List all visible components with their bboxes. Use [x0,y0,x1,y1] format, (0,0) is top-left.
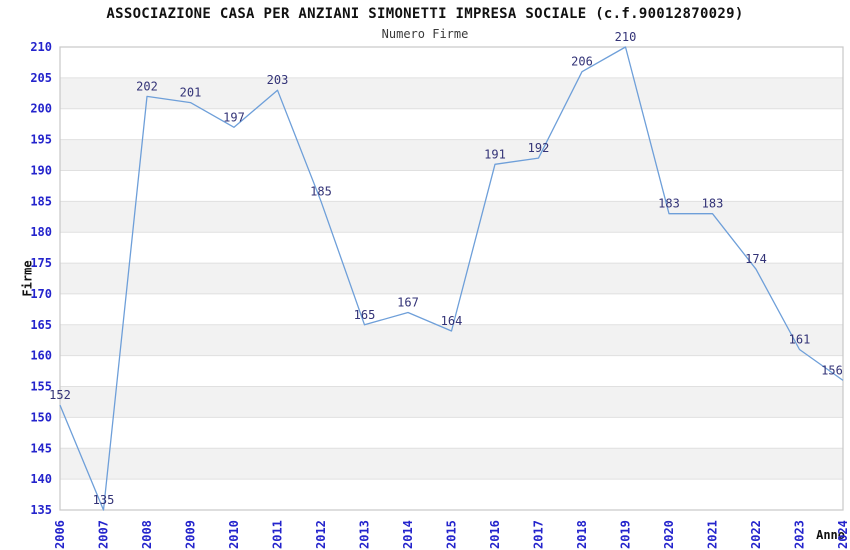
x-tick-label: 2021 [706,520,720,549]
point-label: 201 [180,86,202,100]
y-tick-label: 175 [30,256,52,270]
plot-band [60,232,843,264]
x-tick-label: 2008 [140,520,154,549]
plot-band [60,77,843,109]
y-tick-label: 190 [30,163,52,177]
point-label: 183 [658,197,680,211]
point-label: 161 [789,332,811,346]
x-tick-label: 2019 [619,520,633,549]
point-label: 202 [136,79,158,93]
x-tick-label: 2016 [488,520,502,549]
x-tick-label: 2023 [793,520,807,549]
plot-band [60,386,843,418]
point-label: 192 [528,141,550,155]
chart-subtitle: Numero Firme [381,27,469,41]
point-label: 174 [745,252,767,266]
plot-band [60,139,843,171]
point-label: 183 [702,197,724,211]
x-tick-label: 2006 [53,520,67,549]
y-tick-label: 180 [30,225,52,239]
point-label: 210 [615,30,637,44]
point-label: 156 [821,363,843,377]
point-label: 167 [397,295,419,309]
x-tick-label: 2017 [532,520,546,549]
chart-title: ASSOCIAZIONE CASA PER ANZIANI SIMONETTI … [106,6,744,22]
plot-band [60,170,843,202]
y-tick-label: 185 [30,194,52,208]
x-tick-label: 2015 [445,520,459,549]
point-label: 135 [93,493,115,507]
series-line [59,46,844,511]
plot-band [60,293,843,325]
x-tick-label: 2007 [97,520,111,549]
y-tick-label: 155 [30,380,52,394]
plot-band [60,263,843,294]
y-tick-label: 205 [30,71,52,85]
y-tick-label: 160 [30,349,52,363]
x-tick-label: 2024 [836,520,850,549]
x-tick-label: 2020 [662,520,676,549]
plot-band [60,201,843,233]
x-tick-label: 2009 [184,520,198,549]
y-tick-label: 140 [30,472,52,486]
plot-band [60,448,843,480]
y-tick-label: 135 [30,503,52,517]
point-label: 197 [223,110,245,124]
point-label: 191 [484,147,506,161]
y-tick-label: 165 [30,318,52,332]
x-tick-label: 2012 [314,520,328,549]
plot-band [60,355,843,387]
y-tick-label: 210 [30,40,52,54]
x-tick-label: 2018 [575,520,589,549]
plot-band [60,47,843,78]
plot-band [60,417,843,449]
y-tick-label: 150 [30,410,52,424]
point-label: 206 [571,55,593,69]
x-tick-label: 2022 [749,520,763,549]
y-tick-label: 170 [30,287,52,301]
plot-band [60,479,843,510]
point-label: 152 [49,388,71,402]
y-tick-label: 200 [30,102,52,116]
y-tick-label: 195 [30,133,52,147]
x-tick-label: 2013 [358,520,372,549]
y-tick-label: 145 [30,441,52,455]
x-tick-label: 2011 [271,520,285,549]
plot-border [59,46,844,511]
point-label: 203 [267,73,289,87]
x-tick-label: 2010 [227,520,241,549]
x-axis-title: Anno [816,528,845,542]
point-label: 185 [310,184,332,198]
x-tick-label: 2014 [401,520,415,549]
plot-band [60,108,843,140]
point-label: 165 [354,308,376,322]
point-label: 164 [441,314,463,328]
